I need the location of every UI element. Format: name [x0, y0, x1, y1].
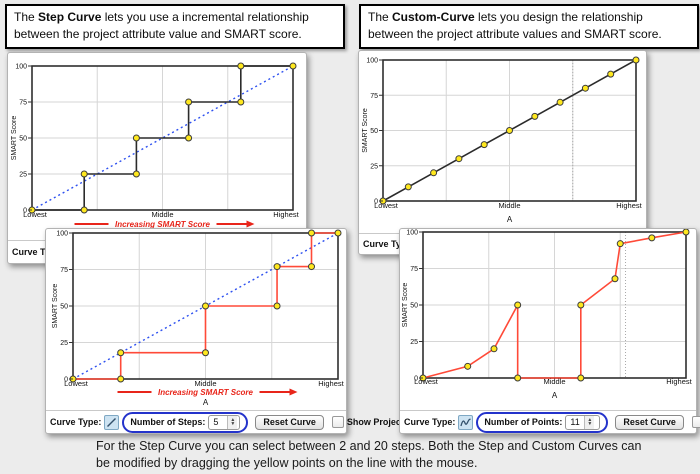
svg-text:SMART Score: SMART Score — [362, 108, 369, 153]
svg-text:Lowest: Lowest — [414, 377, 439, 386]
svg-text:0: 0 — [374, 199, 378, 206]
svg-text:100: 100 — [15, 64, 27, 71]
svg-text:75: 75 — [19, 100, 27, 107]
svg-text:Highest: Highest — [273, 210, 299, 219]
reset-curve-button[interactable]: Reset Curve — [255, 414, 324, 430]
svg-text:Highest: Highest — [318, 379, 344, 388]
custom-curve-type-button[interactable] — [458, 414, 474, 430]
show-projects-label: Show Projects — [346, 417, 409, 427]
svg-text:Middle: Middle — [194, 379, 216, 388]
curve-type-label: Curve Type: — [12, 247, 64, 257]
svg-text:SMART Score: SMART Score — [11, 116, 18, 161]
steps-value: 5 — [213, 417, 219, 427]
step-curve-type-button[interactable] — [104, 414, 120, 430]
custom-curve-editor-window: 0 25 50 75 100 Lowest Middle Highest SMART Score… — [399, 228, 700, 434]
callout-text: lets you use a incremental relationship … — [14, 10, 309, 42]
custom-curve-preview-window: 0 25 50 75 100 Lowest Middle Highest SMART Score… — [358, 50, 647, 255]
svg-text:50: 50 — [410, 303, 418, 310]
svg-text:25: 25 — [370, 163, 378, 170]
curve-squiggle-icon — [460, 418, 472, 426]
svg-text:100: 100 — [56, 231, 68, 238]
custom-curve-callout: The Custom-Curve lets you design the rel… — [359, 4, 699, 49]
step-curve-callout: The Step Curve lets you use a incrementa… — [5, 4, 345, 49]
svg-text:75: 75 — [410, 266, 418, 273]
svg-text:Increasing SMART Score: Increasing SMART Score — [115, 220, 211, 229]
svg-text:Highest: Highest — [666, 377, 692, 386]
step-curve-chart[interactable]: 0 25 50 75 100 Lowest Middle Highest SMART Score… — [8, 53, 304, 239]
number-of-points-label: Number of Points: — [484, 417, 563, 427]
highlight-oval: Number of Points: 11 ▲ ▼ — [476, 411, 609, 433]
svg-text:Lowest: Lowest — [23, 210, 48, 219]
curve-type-label: Curve Type: — [404, 417, 456, 427]
svg-text:Middle: Middle — [543, 377, 565, 386]
svg-text:0: 0 — [414, 376, 418, 383]
custom-curve-editor-controls: Curve Type: Number of Points: 11 ▲ ▼ Rese… — [400, 410, 700, 433]
reset-curve-button[interactable]: Reset Curve — [615, 414, 684, 430]
number-of-steps-label: Number of Steps: — [130, 417, 206, 427]
show-projects-checkbox[interactable] — [331, 416, 344, 428]
show-projects-checkbox[interactable] — [691, 416, 700, 428]
custom-curve-editor-chart[interactable]: 0 25 50 75 100 Lowest Middle Highest SMART Score… — [400, 229, 694, 409]
svg-text:0: 0 — [23, 208, 27, 215]
svg-text:50: 50 — [60, 304, 68, 311]
svg-text:100: 100 — [366, 58, 378, 65]
svg-text:A: A — [203, 398, 209, 407]
step-curve-editor-window: 0 25 50 75 100 Lowest Middle Highest SMART Score… — [45, 228, 409, 434]
highlight-oval: Number of Steps: 5 ▲ ▼ — [122, 411, 249, 433]
svg-text:100: 100 — [406, 230, 418, 237]
curve-type-label: Curve Type: — [363, 239, 415, 249]
callout-bold-text: Step Curve — [38, 10, 102, 24]
stepper-arrows-icon: ▲ ▼ — [584, 415, 595, 429]
points-value: 11 — [570, 417, 580, 427]
svg-text:Middle: Middle — [498, 201, 520, 210]
step-curve-editor-chart[interactable]: 0 25 50 75 100 Lowest Middle Highest SMART Score… — [46, 229, 344, 409]
svg-text:Highest: Highest — [616, 201, 642, 210]
svg-text:25: 25 — [60, 340, 68, 347]
callout-text: The — [368, 10, 393, 24]
number-of-steps-select[interactable]: 5 ▲ ▼ — [208, 414, 241, 430]
svg-text:25: 25 — [19, 172, 27, 179]
caption-text: For the Step Curve you can select betwee… — [96, 439, 642, 470]
number-of-points-select[interactable]: 11 ▲ ▼ — [565, 414, 601, 430]
svg-text:75: 75 — [370, 93, 378, 100]
svg-text:SMART Score: SMART Score — [402, 283, 409, 328]
curve-type-label: Curve Type: — [50, 417, 102, 427]
svg-text:Increasing SMART Score: Increasing SMART Score — [158, 388, 254, 397]
callout-bold-text: Custom-Curve — [392, 10, 475, 24]
custom-curve-chart[interactable]: 0 25 50 75 100 Lowest Middle Highest SMART Score… — [359, 51, 644, 232]
svg-text:A: A — [552, 391, 558, 400]
svg-text:50: 50 — [370, 128, 378, 135]
svg-text:Lowest: Lowest — [64, 379, 89, 388]
svg-text:0: 0 — [64, 377, 68, 384]
stepper-arrows-icon: ▲ ▼ — [227, 415, 238, 429]
svg-text:50: 50 — [19, 136, 27, 143]
callout-text: The — [14, 10, 39, 24]
diagonal-line-icon — [107, 417, 117, 427]
callout-text: lets you design the relationship between… — [368, 10, 662, 42]
svg-text:Lowest: Lowest — [374, 201, 399, 210]
svg-text:25: 25 — [410, 339, 418, 346]
svg-text:SMART Score: SMART Score — [52, 284, 59, 329]
svg-text:A: A — [507, 215, 513, 224]
step-curve-editor-controls: Curve Type: Number of Steps: 5 ▲ ▼ Reset … — [46, 410, 409, 433]
svg-text:75: 75 — [60, 267, 68, 274]
svg-text:Middle: Middle — [151, 210, 173, 219]
